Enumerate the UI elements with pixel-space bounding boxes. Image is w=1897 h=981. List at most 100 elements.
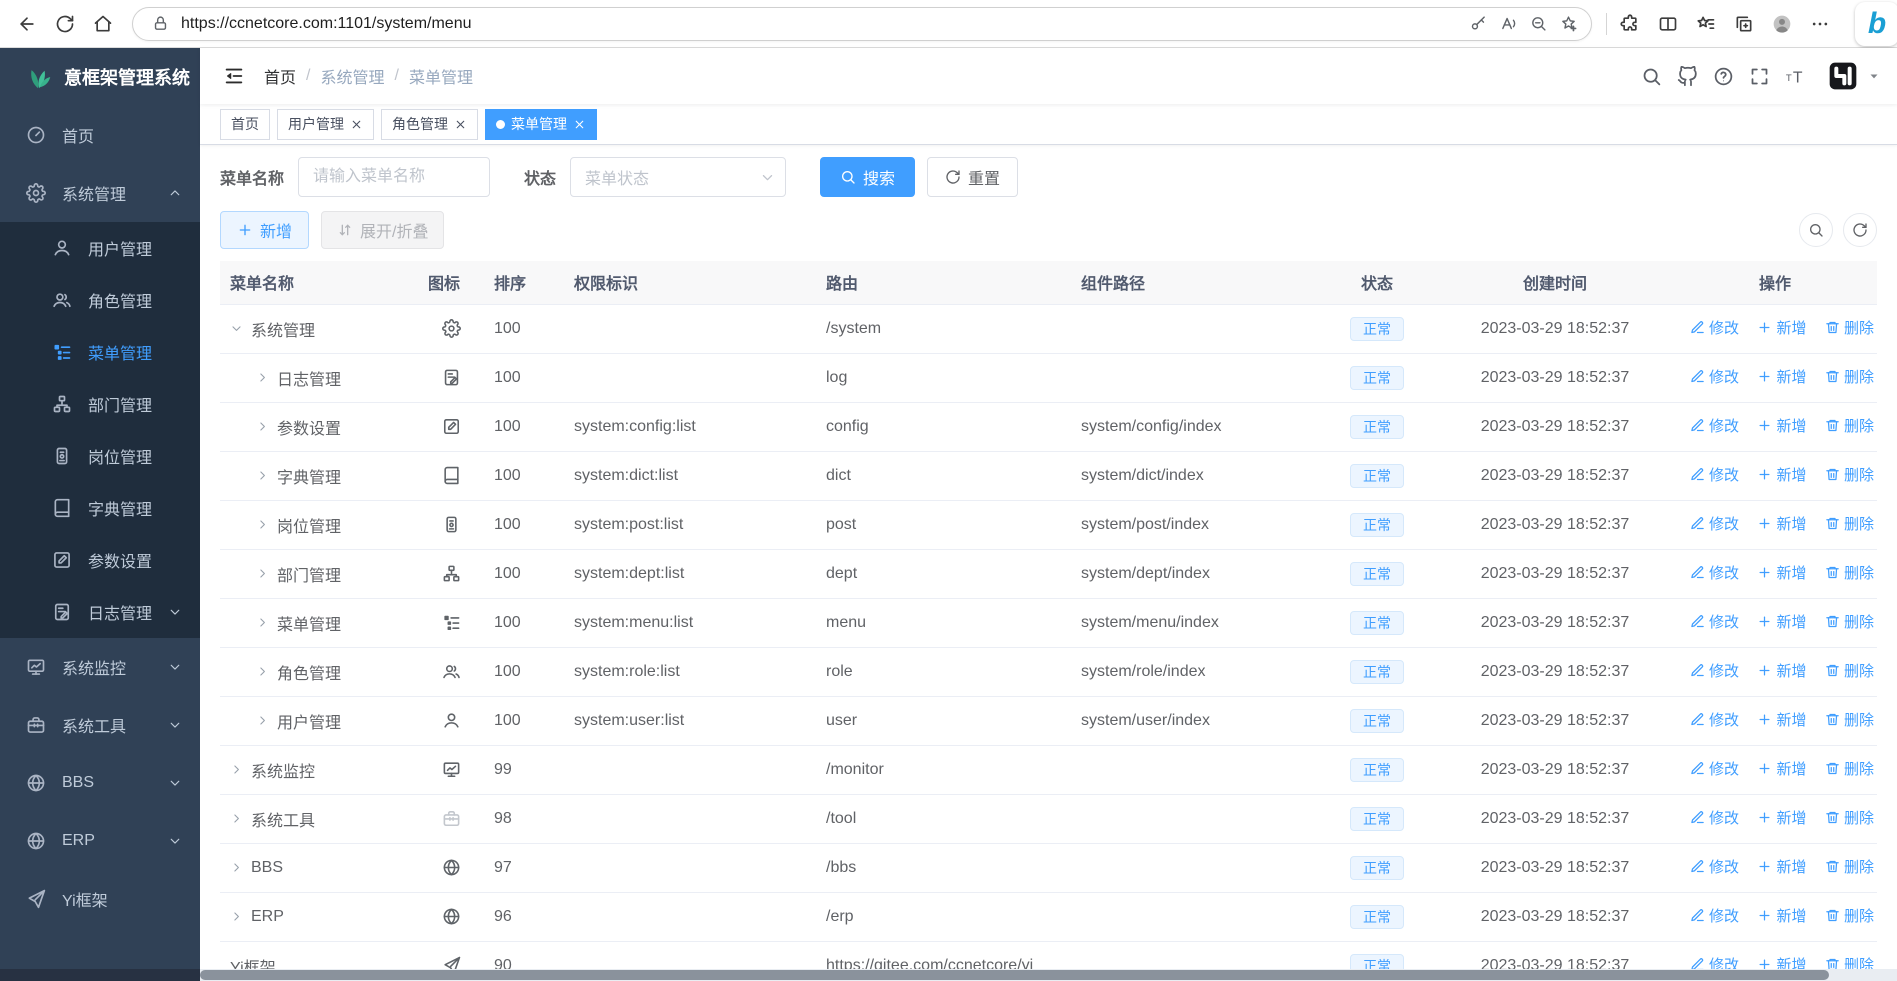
edit-link[interactable]: 修改 [1690, 758, 1739, 779]
sidebar-item-dept[interactable]: 部门管理 [0, 378, 200, 430]
chevron-right-icon[interactable] [256, 518, 269, 531]
collections-icon[interactable] [1725, 5, 1763, 43]
search-icon[interactable] [1633, 59, 1669, 93]
delete-link[interactable]: 删除 [1825, 415, 1874, 436]
status-select[interactable]: 菜单状态 [570, 157, 787, 197]
address-bar[interactable]: https://ccnetcore.com:1101/system/menu [132, 6, 1592, 41]
sidebar-item-dict[interactable]: 字典管理 [0, 482, 200, 534]
refresh-icon[interactable] [46, 5, 84, 43]
add-link[interactable]: 新增 [1757, 611, 1806, 632]
add-link[interactable]: 新增 [1757, 366, 1806, 387]
help-icon[interactable] [1705, 59, 1741, 93]
tab-角色管理[interactable]: 角色管理 [381, 108, 478, 140]
add-link[interactable]: 新增 [1757, 807, 1806, 828]
delete-link[interactable]: 删除 [1825, 366, 1874, 387]
expand-collapse-button[interactable]: 展开/折叠 [321, 211, 445, 249]
add-link[interactable]: 新增 [1757, 317, 1806, 338]
sidebar-item-erp[interactable]: ERP [0, 812, 200, 870]
edit-link[interactable]: 修改 [1690, 807, 1739, 828]
lock-icon[interactable] [145, 9, 175, 39]
chevron-right-icon[interactable] [256, 469, 269, 482]
edit-link[interactable]: 修改 [1690, 366, 1739, 387]
add-link[interactable]: 新增 [1757, 758, 1806, 779]
profile-icon[interactable] [1763, 5, 1801, 43]
edit-link[interactable]: 修改 [1690, 464, 1739, 485]
edit-link[interactable]: 修改 [1690, 660, 1739, 681]
more-icon[interactable] [1801, 5, 1839, 43]
sidebar-item-config[interactable]: 参数设置 [0, 534, 200, 586]
delete-link[interactable]: 删除 [1825, 660, 1874, 681]
favorite-add-icon[interactable] [1553, 9, 1583, 39]
chevron-right-icon[interactable] [256, 567, 269, 580]
sidebar-item-yi[interactable]: Yi框架 [0, 870, 200, 928]
delete-link[interactable]: 删除 [1825, 611, 1874, 632]
close-icon[interactable] [573, 118, 586, 131]
app-logo[interactable]: 意框架管理系统 [0, 48, 200, 106]
delete-link[interactable]: 删除 [1825, 464, 1874, 485]
delete-link[interactable]: 删除 [1825, 758, 1874, 779]
split-screen-icon[interactable] [1649, 5, 1687, 43]
add-button[interactable]: 新增 [220, 211, 310, 249]
sidebar-item-log[interactable]: 日志管理 [0, 586, 200, 638]
chevron-right-icon[interactable] [230, 763, 243, 776]
add-link[interactable]: 新增 [1757, 709, 1806, 730]
delete-link[interactable]: 删除 [1825, 317, 1874, 338]
edit-link[interactable]: 修改 [1690, 562, 1739, 583]
search-button[interactable]: 搜索 [820, 157, 916, 197]
delete-link[interactable]: 删除 [1825, 905, 1874, 926]
delete-link[interactable]: 删除 [1825, 513, 1874, 534]
close-icon[interactable] [350, 118, 363, 131]
chevron-right-icon[interactable] [230, 861, 243, 874]
zoom-out-icon[interactable] [1523, 9, 1553, 39]
toggle-search-button[interactable] [1799, 213, 1833, 247]
close-icon[interactable] [454, 118, 467, 131]
sidebar-item-monitor[interactable]: 系统监控 [0, 638, 200, 696]
sidebar-item-role[interactable]: 角色管理 [0, 274, 200, 326]
edit-link[interactable]: 修改 [1690, 905, 1739, 926]
sidebar-item-post[interactable]: 岗位管理 [0, 430, 200, 482]
back-icon[interactable] [8, 5, 46, 43]
chevron-right-icon[interactable] [256, 371, 269, 384]
edit-link[interactable]: 修改 [1690, 513, 1739, 534]
add-link[interactable]: 新增 [1757, 905, 1806, 926]
read-aloud-icon[interactable] [1493, 9, 1523, 39]
sidebar-item-user[interactable]: 用户管理 [0, 222, 200, 274]
sidebar-item-bbs[interactable]: BBS [0, 754, 200, 812]
edit-link[interactable]: 修改 [1690, 415, 1739, 436]
chevron-right-icon[interactable] [256, 616, 269, 629]
delete-link[interactable]: 删除 [1825, 954, 1874, 969]
avatar[interactable] [1827, 60, 1859, 92]
chevron-right-icon[interactable] [256, 420, 269, 433]
add-link[interactable]: 新增 [1757, 464, 1806, 485]
edit-link[interactable]: 修改 [1690, 611, 1739, 632]
add-link[interactable]: 新增 [1757, 856, 1806, 877]
reset-button[interactable]: 重置 [927, 157, 1019, 197]
add-link[interactable]: 新增 [1757, 562, 1806, 583]
user-menu[interactable] [1827, 60, 1881, 92]
tab-用户管理[interactable]: 用户管理 [277, 108, 374, 140]
refresh-table-button[interactable] [1843, 213, 1877, 247]
chevron-right-icon[interactable] [230, 812, 243, 825]
delete-link[interactable]: 删除 [1825, 807, 1874, 828]
breadcrumb-item[interactable]: 首页 [264, 70, 297, 87]
edit-link[interactable]: 修改 [1690, 709, 1739, 730]
sidebar-item-menu[interactable]: 菜单管理 [0, 326, 200, 378]
extensions-icon[interactable] [1611, 5, 1649, 43]
tab-首页[interactable]: 首页 [220, 108, 270, 140]
delete-link[interactable]: 删除 [1825, 562, 1874, 583]
favorites-icon[interactable] [1687, 5, 1725, 43]
chevron-right-icon[interactable] [256, 714, 269, 727]
hamburger-icon[interactable] [216, 58, 252, 94]
add-link[interactable]: 新增 [1757, 954, 1806, 969]
key-icon[interactable] [1463, 9, 1493, 39]
scrollbar-thumb[interactable] [200, 970, 1830, 980]
sidebar-item-tool[interactable]: 系统工具 [0, 696, 200, 754]
home-icon[interactable] [84, 5, 122, 43]
sidebar-item-home[interactable]: 首页 [0, 106, 200, 164]
add-link[interactable]: 新增 [1757, 660, 1806, 681]
chevron-right-icon[interactable] [230, 910, 243, 923]
menu-name-input[interactable] [298, 157, 491, 197]
chevron-right-icon[interactable] [256, 665, 269, 678]
fullscreen-icon[interactable] [1741, 59, 1777, 93]
